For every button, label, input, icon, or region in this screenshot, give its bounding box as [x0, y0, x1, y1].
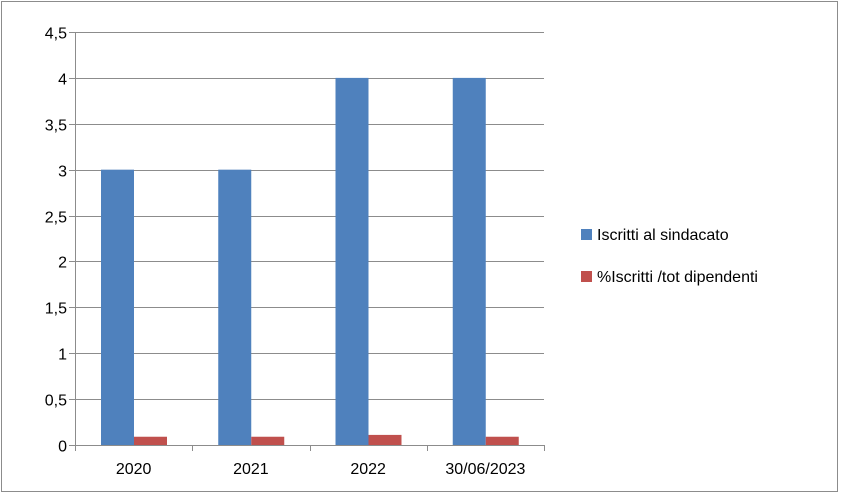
y-tick-label: 4: [58, 72, 67, 89]
y-tick-label: 2,5: [45, 210, 67, 227]
x-axis-ticks: 2020 2021 2022 30/06/2023: [116, 461, 526, 478]
y-tick-label: 1: [58, 347, 67, 364]
x-tick-label: 2021: [233, 461, 269, 478]
bar-percentuale: [485, 436, 519, 445]
y-tick-label: 0: [58, 439, 67, 456]
bar-iscritti: [452, 77, 486, 445]
y-tick-label: 0,5: [45, 393, 67, 410]
bar-iscritti: [101, 169, 134, 445]
x-tick-label: 2022: [350, 461, 386, 478]
y-tick-label: 3,5: [45, 118, 67, 135]
legend-label: %Iscritti /tot dipendenti: [597, 269, 758, 286]
y-tick-label: 1,5: [45, 301, 67, 318]
bars: [101, 77, 519, 445]
y-tick-label: 4,5: [45, 26, 67, 43]
legend: Iscritti al sindacato %Iscritti /tot dipe…: [581, 227, 758, 286]
legend-swatch: [581, 271, 592, 282]
bar-percentuale: [368, 434, 402, 445]
axes: [69, 32, 545, 451]
legend-label: Iscritti al sindacato: [597, 227, 729, 244]
x-tick-label: 30/06/2023: [445, 461, 525, 478]
y-axis-ticks: 0 0,5 1 1,5 2 2,5 3 3,5 4 4,5: [45, 26, 67, 456]
y-tick-label: 2: [58, 255, 67, 272]
y-tick-label: 3: [58, 164, 67, 181]
x-tick-label: 2020: [116, 461, 152, 478]
bar-iscritti: [218, 169, 252, 445]
bar-percentuale: [251, 436, 285, 445]
bar-percentuale: [134, 436, 167, 445]
bar-iscritti: [335, 77, 369, 445]
legend-swatch: [581, 229, 592, 240]
